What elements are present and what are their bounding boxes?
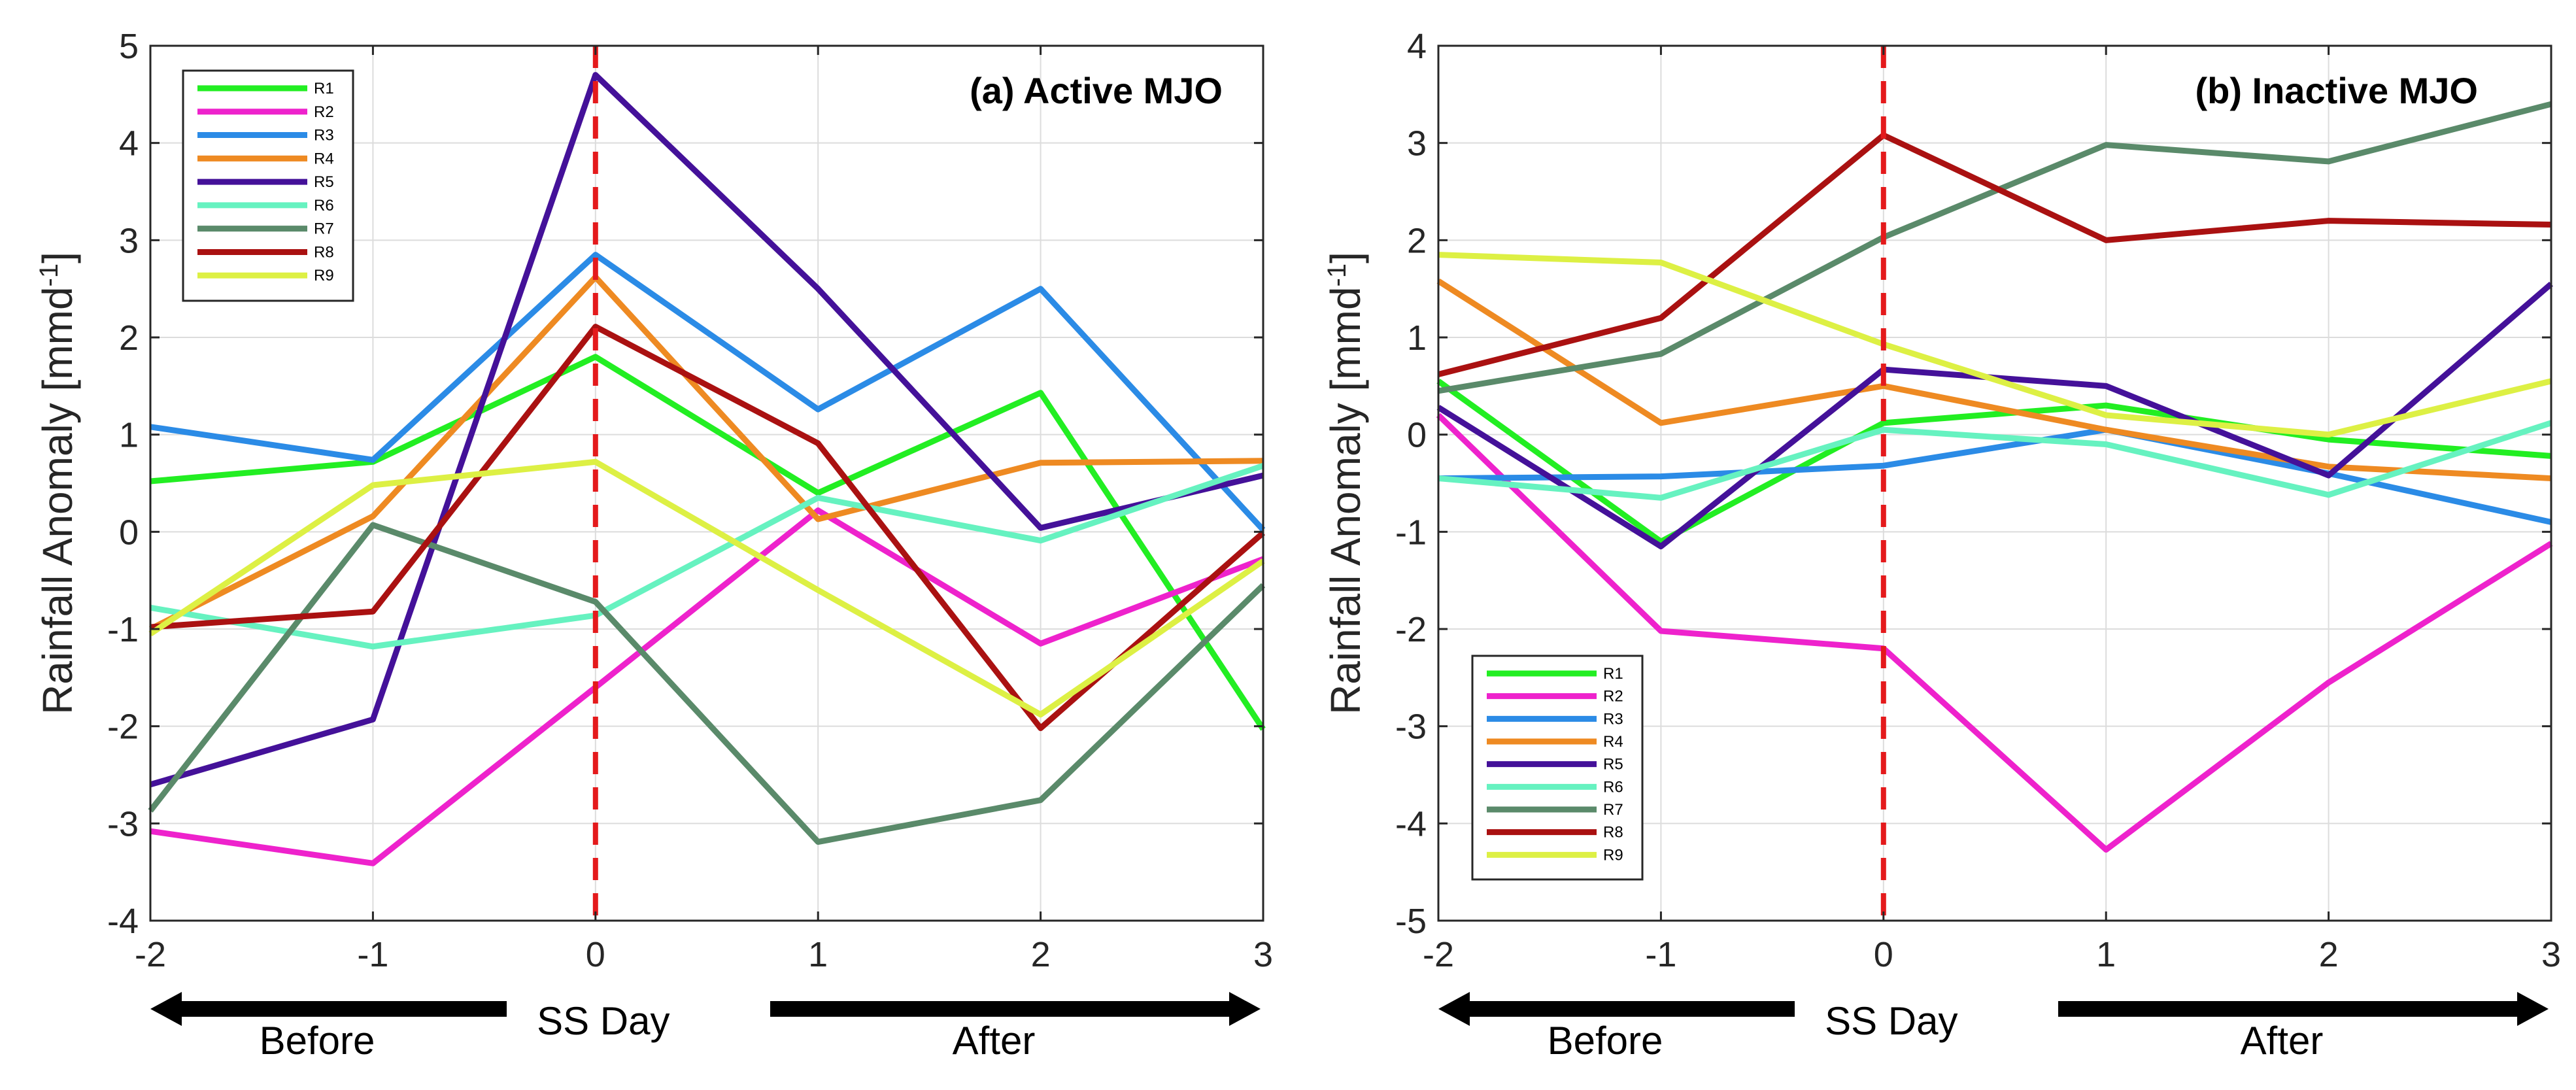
y-tick-label: 0 (119, 513, 139, 552)
y-tick-label: -5 (1395, 902, 1427, 941)
y-tick-label: -2 (1395, 610, 1427, 649)
y-tick-label: -1 (107, 610, 139, 649)
chart-title: (b) Inactive MJO (2195, 70, 2478, 111)
legend-label-r8: R8 (314, 243, 334, 261)
x-tick-label: -1 (1645, 935, 1676, 974)
series-line-r2 (1436, 413, 2553, 853)
legend-label-r5: R5 (314, 173, 334, 191)
after-arrow-shaft (770, 1001, 1234, 1017)
series-line-r9 (148, 458, 1265, 718)
x-tick-label: 0 (586, 935, 605, 974)
legend-label-r9: R9 (314, 267, 334, 284)
legend-label-r5: R5 (1603, 756, 1623, 774)
axes-box (1437, 44, 2552, 922)
timeline-annotation: Before SS Day After (150, 992, 1261, 1063)
series-line-r6 (1438, 420, 2552, 501)
arrow-left-icon (1438, 992, 1470, 1026)
before-arrow-shaft (177, 1001, 507, 1017)
y-tick-label: 1 (119, 416, 139, 455)
legend-label-r7: R7 (314, 220, 334, 238)
before-label: Before (260, 1019, 375, 1063)
y-axis-label: Rainfall Anomaly [mmd-1] (34, 252, 81, 715)
legend-label-r1: R1 (314, 80, 334, 97)
legend-label-r6: R6 (314, 197, 334, 214)
y-tick-label: 1 (1407, 318, 1427, 358)
legend-label-r8: R8 (1603, 824, 1623, 842)
y-tick-label: 2 (119, 318, 139, 358)
ss-day-label: SS Day (1825, 999, 1957, 1043)
x-tick-label: 3 (1253, 935, 1273, 974)
chart-panel-b: -5 -4 -3 -2 -1 0 1 2 3 4 -2 -1 0 1 2 3 Rainfall Anomaly … (1322, 27, 2561, 1063)
legend-label-r3: R3 (314, 127, 334, 145)
x-tick-label: 0 (1874, 935, 1893, 974)
y-tick-label: -3 (1395, 707, 1427, 747)
legend-label-r2: R2 (314, 103, 334, 121)
series-line-r5 (149, 72, 1264, 788)
y-tick-label: 4 (1407, 27, 1427, 66)
y-tick-label: 3 (119, 221, 139, 260)
y-tick-label: 5 (119, 27, 139, 66)
legend-label-r2: R2 (1603, 688, 1623, 706)
y-tick-label: 3 (1407, 124, 1427, 163)
x-tick-label: 1 (808, 935, 828, 974)
y-tick-label: -2 (107, 707, 139, 747)
arrow-left-icon (150, 992, 182, 1026)
before-label: Before (1548, 1019, 1663, 1063)
y-axis-label: Rainfall Anomaly [mmd-1] (1322, 252, 1369, 715)
chart-title: (a) Active MJO (970, 70, 1223, 111)
y-tick-label: -4 (1395, 804, 1427, 843)
legend-label-r4: R4 (314, 150, 334, 167)
y-tick-label: -1 (1395, 513, 1427, 552)
x-tick-label: 2 (1031, 935, 1051, 974)
x-tick-label: 3 (2541, 935, 2561, 974)
legend-label-r7: R7 (1603, 801, 1623, 819)
chart-panel-a: -4 -3 -2 -1 0 1 2 3 4 5 -2 -1 0 1 2 3 Rainfall Anomaly [… (34, 27, 1273, 1063)
after-label: After (953, 1019, 1036, 1063)
legend: R1 R2 R3 R4 R5 R6 R7 R8 R9 (182, 69, 354, 302)
timeline-annotation: Before SS Day After (1438, 992, 2549, 1063)
series-line-r7 (148, 522, 1266, 845)
after-arrow-shaft (2058, 1001, 2522, 1017)
y-tick-label: 2 (1407, 221, 1427, 260)
series-line-r8 (150, 324, 1265, 732)
legend-label-r9: R9 (1603, 846, 1623, 864)
legend-box (1471, 655, 1644, 881)
y-tick-label: -3 (107, 804, 139, 843)
x-tick-label: -1 (357, 935, 388, 974)
legend: R1 R2 R3 R4 R5 R6 R7 R8 R9 (1471, 655, 1644, 881)
series-line-r9 (1438, 252, 2552, 438)
before-arrow-shaft (1465, 1001, 1795, 1017)
arrow-right-icon (1229, 992, 1261, 1026)
x-tick-label: 1 (2096, 935, 2116, 974)
series-line-r1 (150, 354, 1266, 731)
x-tick-label: 2 (2319, 935, 2339, 974)
series-line-r2 (150, 507, 1264, 866)
after-label: After (2241, 1019, 2324, 1063)
series-line-r4 (148, 274, 1264, 632)
series-line-r4 (1436, 278, 2552, 482)
series-line-r6 (150, 462, 1264, 650)
legend-label-r1: R1 (1603, 665, 1623, 683)
x-tick-label: -2 (135, 935, 166, 974)
ss-day-label: SS Day (537, 999, 669, 1043)
series-line-r8 (1437, 132, 2552, 377)
axes-box (149, 44, 1264, 922)
legend-label-r4: R4 (1603, 733, 1623, 751)
arrow-right-icon (2517, 992, 2549, 1026)
y-tick-label: -4 (107, 902, 139, 941)
y-tick-label: 0 (1407, 416, 1427, 455)
series-line-r3 (150, 252, 1266, 532)
x-tick-label: -2 (1423, 935, 1454, 974)
y-tick-label: 4 (119, 124, 139, 163)
legend-label-r3: R3 (1603, 710, 1623, 728)
series-line-r7 (1438, 101, 2552, 394)
legend-label-r6: R6 (1603, 778, 1623, 796)
